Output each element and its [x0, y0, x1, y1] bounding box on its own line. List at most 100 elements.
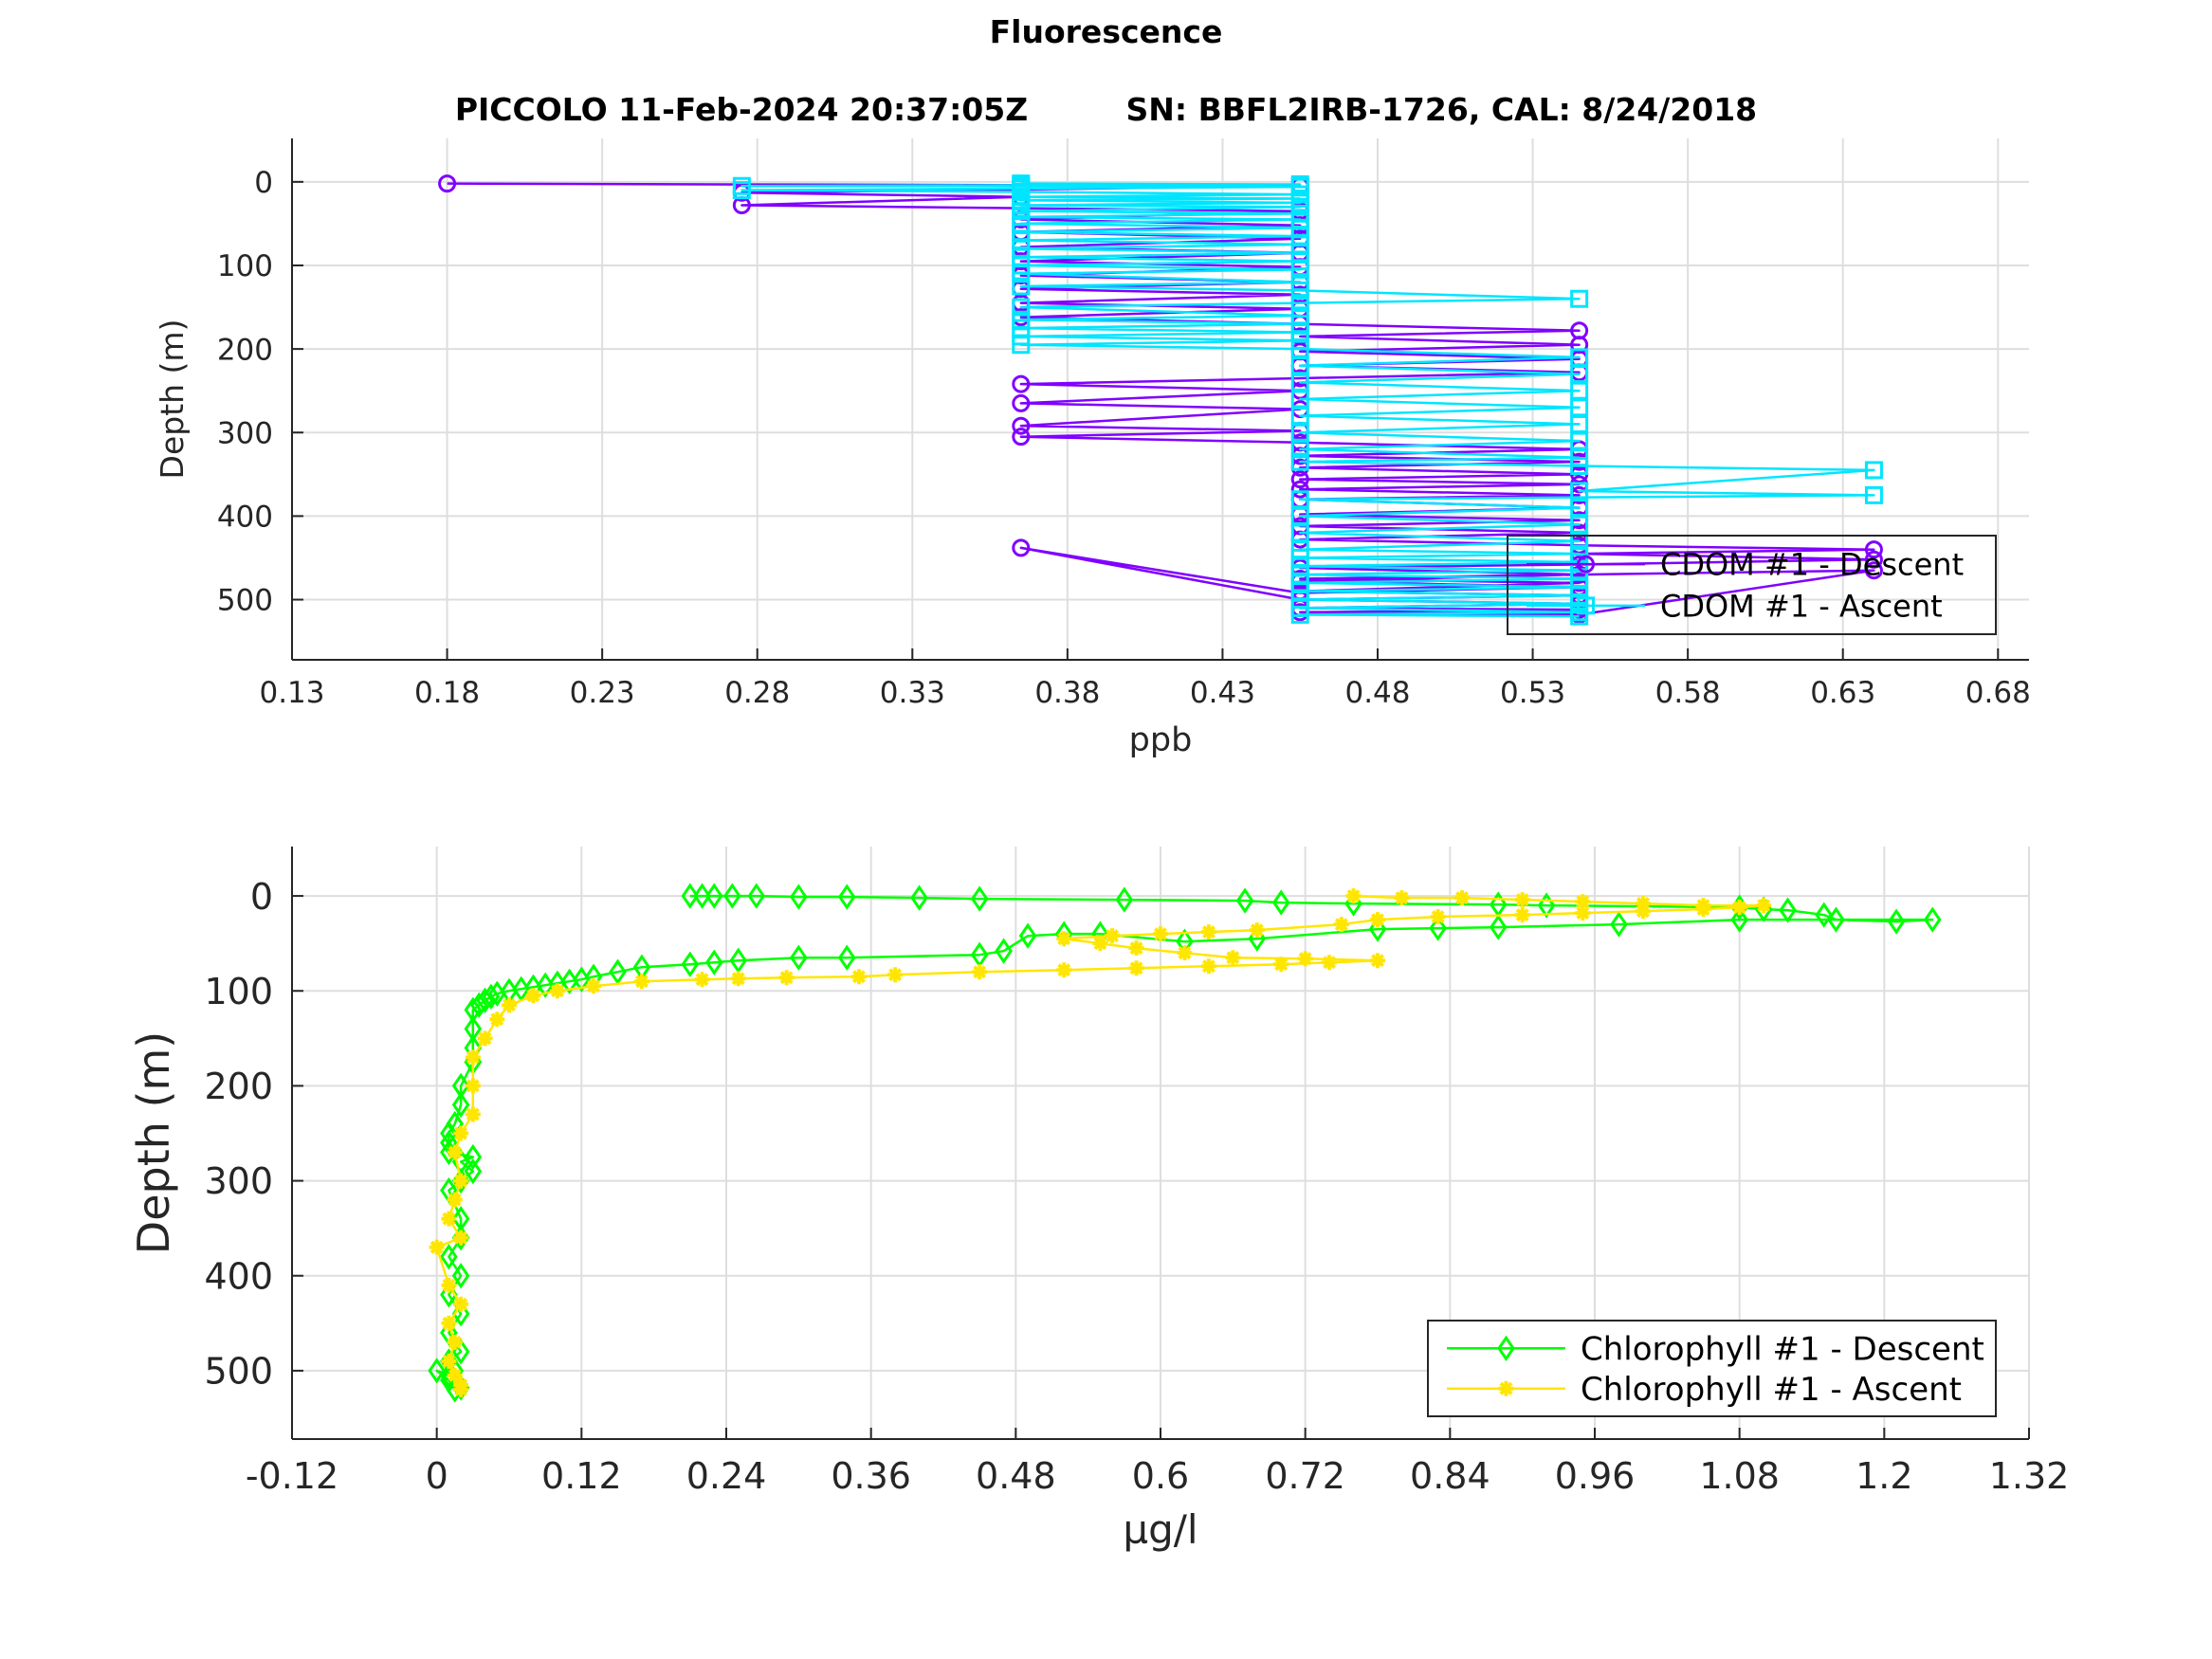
data-point: [1271, 889, 1290, 916]
data-point: [1092, 936, 1108, 952]
x-axis-label: µg/l: [1123, 1506, 1197, 1553]
data-point: [477, 1030, 493, 1047]
legend: CDOM #1 - Descent CDOM #1 - Ascent: [1507, 535, 1997, 635]
data-point: [1322, 955, 1338, 971]
data-point: [1012, 428, 1031, 447]
data-point: [970, 885, 989, 912]
data-point: [438, 174, 457, 193]
data-point: [1056, 931, 1072, 947]
data-point: [464, 1143, 483, 1171]
data-point: [1454, 890, 1471, 906]
legend-label: CDOM #1 - Descent: [1660, 547, 1964, 583]
data-point: [1779, 897, 1797, 923]
data-point: [704, 883, 723, 909]
data-point: [1570, 515, 1589, 534]
data-point: [1273, 957, 1289, 973]
data-point: [723, 883, 741, 909]
x-tick-label: 1.32: [1989, 1455, 2070, 1497]
x-tick-label: -0.12: [246, 1455, 338, 1497]
data-point: [447, 1192, 463, 1208]
data-point: [1105, 928, 1121, 944]
data-point: [609, 958, 627, 985]
data-point: [1297, 951, 1313, 967]
data-point: [778, 970, 795, 986]
data-point: [1570, 289, 1589, 308]
data-point: [464, 1158, 483, 1185]
data-point: [729, 947, 748, 974]
data-point: [1177, 945, 1193, 961]
data-point: [1429, 915, 1447, 941]
x-axis-label: ppb: [1129, 721, 1193, 759]
x-tick-label: 0.72: [1265, 1455, 1345, 1497]
data-point: [465, 1049, 481, 1066]
data-point: [790, 944, 808, 971]
data-point: [1864, 485, 1883, 504]
x-tick-label: 0.33: [880, 676, 945, 710]
data-point: [1610, 911, 1628, 938]
x-tick-label: 0.28: [724, 676, 790, 710]
series-1: [732, 174, 1883, 626]
series-1: [429, 888, 1772, 1397]
legend-label: CDOM #1 - Ascent: [1660, 588, 1943, 624]
data-point: [428, 1358, 446, 1384]
data-point: [837, 884, 856, 910]
data-point: [1887, 908, 1906, 935]
data-point: [1370, 953, 1385, 969]
data-point: [1570, 365, 1589, 384]
data-point: [1489, 914, 1508, 940]
data-point: [1570, 448, 1589, 467]
data-point: [1200, 958, 1216, 975]
data-point: [1290, 407, 1309, 426]
data-point: [1290, 390, 1309, 409]
y-axis-label: Depth (m): [154, 319, 191, 480]
data-point: [1153, 926, 1168, 942]
data-point: [441, 1211, 457, 1227]
data-point: [681, 951, 700, 977]
data-point: [1864, 550, 1883, 569]
data-point: [1290, 480, 1309, 499]
data-point: [489, 1012, 505, 1028]
data-point: [694, 972, 710, 988]
data-point: [732, 176, 751, 195]
x-tick-label: 0.84: [1410, 1455, 1490, 1497]
figure-title: Fluorescence: [989, 13, 1223, 50]
data-point: [1537, 892, 1556, 919]
data-point: [453, 1173, 469, 1189]
data-point: [972, 964, 988, 980]
x-tick-label: 0.24: [686, 1455, 767, 1497]
data-point: [1012, 174, 1031, 193]
data-point: [441, 1353, 457, 1369]
data-point: [1249, 922, 1265, 939]
y-tick-label: 400: [204, 1255, 273, 1297]
data-point: [681, 883, 700, 909]
legend-label: Chlorophyll #1 - Descent: [1581, 1331, 1984, 1369]
y-tick-label: 200: [217, 333, 273, 367]
legend-marker: [1498, 1380, 1514, 1396]
data-point: [1012, 374, 1031, 393]
data-point: [1012, 393, 1031, 412]
data-point: [1290, 174, 1309, 193]
data-point: [1864, 461, 1883, 480]
data-point: [1430, 909, 1446, 925]
x-tick-label: 1.2: [1856, 1455, 1912, 1497]
data-point: [429, 1239, 445, 1255]
series-line: [740, 182, 1875, 618]
legend-box: [1507, 535, 1997, 635]
x-tick-label: 0.18: [414, 676, 480, 710]
data-point: [453, 1125, 469, 1141]
data-point: [1570, 398, 1589, 417]
data-point: [1635, 896, 1651, 912]
data-point: [1695, 898, 1711, 914]
data-point: [1018, 922, 1037, 949]
data-point: [1731, 900, 1747, 916]
x-tick-label: 0.12: [541, 1455, 622, 1497]
data-point: [850, 969, 867, 985]
figure-subtitle: PICCOLO 11-Feb-2024 20:37:05Z SN: BBFL2I…: [454, 91, 1758, 128]
data-point: [453, 1230, 469, 1246]
x-tick-label: 0.68: [1965, 676, 2031, 710]
data-point: [441, 1277, 457, 1293]
cdom-plot: 0.13 0.18 0.23 0.28 0.33 0.38 0.43 0.48 0.53 0.58…: [154, 138, 2031, 759]
y-tick-label: 100: [204, 971, 273, 1012]
